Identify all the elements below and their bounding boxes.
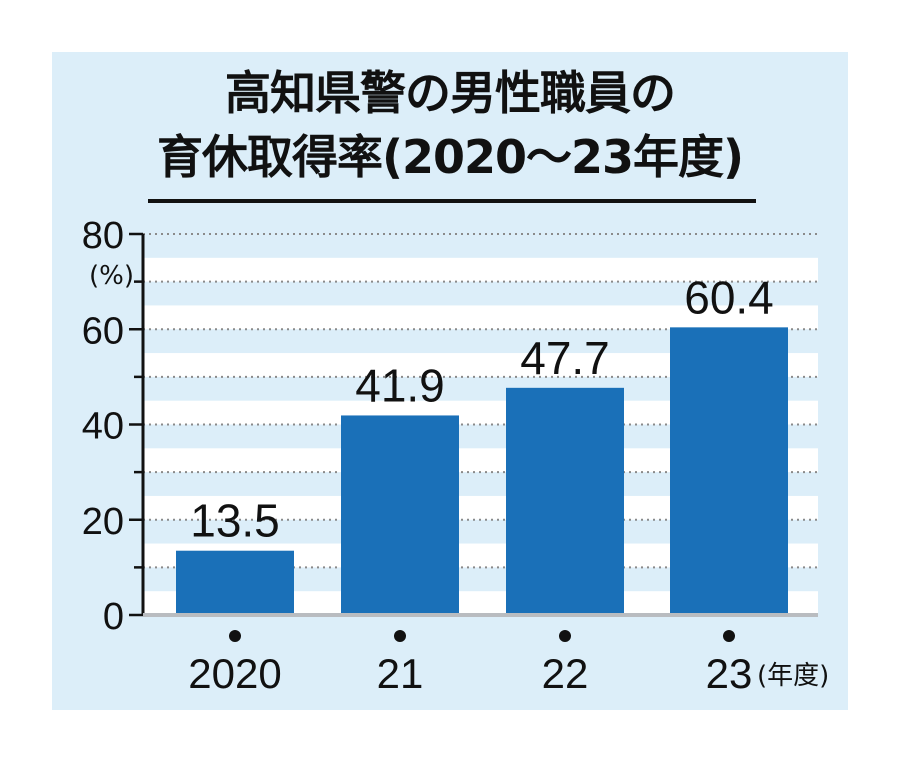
x-tick-label: 23 [706, 650, 753, 697]
grid-band [143, 495, 818, 520]
bar [176, 550, 294, 615]
grid-band [143, 305, 818, 330]
y-tick-label: 80 [82, 215, 124, 257]
x-tick-marker [229, 630, 241, 642]
title-underline [148, 199, 756, 203]
x-tick-marker [723, 630, 735, 642]
y-tick-label: 60 [82, 310, 124, 352]
grid-band [143, 543, 818, 568]
bar [506, 387, 624, 615]
bar-value-label: 47.7 [520, 332, 610, 384]
chart-title-line2: 育休取得率(2020〜23年度) [156, 130, 744, 184]
y-tick-label: 40 [82, 406, 124, 448]
bar [341, 415, 459, 615]
grid-band [143, 353, 818, 377]
bar-value-label: 41.9 [355, 359, 445, 411]
y-tick-label: 20 [82, 501, 124, 543]
grid-band [143, 400, 818, 425]
bar [670, 327, 788, 615]
y-axis-unit-label: (%) [89, 261, 134, 291]
grid-band [143, 257, 818, 282]
x-tick-label: 2020 [188, 650, 281, 697]
bar-value-label: 60.4 [684, 271, 774, 323]
grid-band [143, 591, 818, 615]
chart-title-line1: 高知県警の男性職員の [225, 66, 676, 120]
x-tick-label: 21 [377, 650, 424, 697]
x-tick-marker [394, 630, 406, 642]
x-tick-marker [559, 630, 571, 642]
x-tick-label: 22 [542, 650, 589, 697]
x-axis-unit-label: (年度) [757, 661, 829, 691]
y-tick-label: 0 [103, 596, 124, 638]
bar-value-label: 13.5 [190, 495, 280, 547]
grid-band [143, 448, 818, 473]
